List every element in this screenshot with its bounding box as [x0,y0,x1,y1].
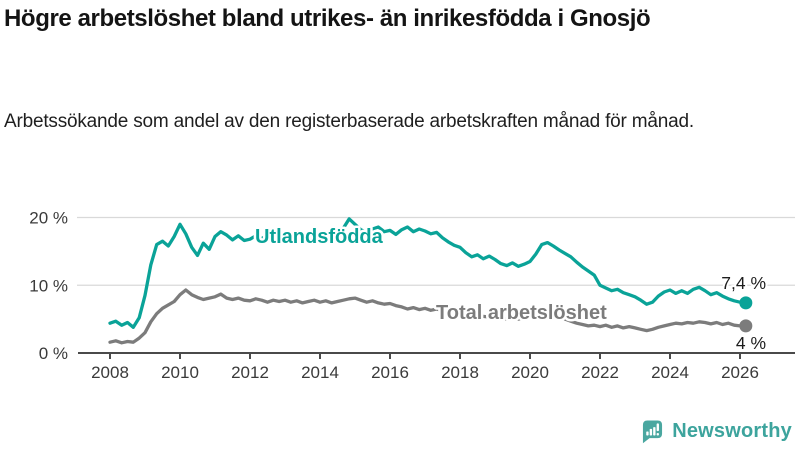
brand-name: Newsworthy [672,419,792,442]
x-tick-label: 2020 [511,363,549,382]
total-label: Total arbetslöshet [436,302,607,324]
total-end-value: 4 % [736,333,766,353]
x-tick-label: 2022 [581,363,619,382]
utlandsfodda-label: Utlandsfödda [255,226,384,248]
newsworthy-logo: Newsworthy [640,414,792,448]
total-end-dot [739,319,753,333]
x-tick-label: 2018 [441,363,479,382]
x-tick-label: 2026 [721,363,759,382]
y-tick-label: 0 % [39,344,68,363]
total-line [108,288,748,345]
bar-chart-speech-bubble-icon [643,419,663,443]
x-tick-label: 2010 [161,363,199,382]
utlandsfodda-end-dot [739,296,753,310]
utlandsfodda-line [108,217,748,329]
chart-subtitle: Arbetssökande som andel av den registerb… [4,111,694,132]
x-tick-label: 2014 [301,363,339,382]
y-tick-label: 10 % [29,276,68,295]
page-title: Högre arbetslöshet bland utrikes- än inr… [4,5,651,32]
x-tick-label: 2008 [91,363,129,382]
x-tick-label: 2024 [651,363,689,382]
x-tick-label: 2012 [231,363,269,382]
unemployment-line-chart: 0 % 10 % 20 % 2008 2010 2012 2014 2016 2018 2020 2… [29,209,795,382]
utlandsfodda-end-value: 7,4 % [721,273,766,293]
x-tick-label: 2016 [371,363,409,382]
y-tick-label: 20 % [29,209,68,228]
